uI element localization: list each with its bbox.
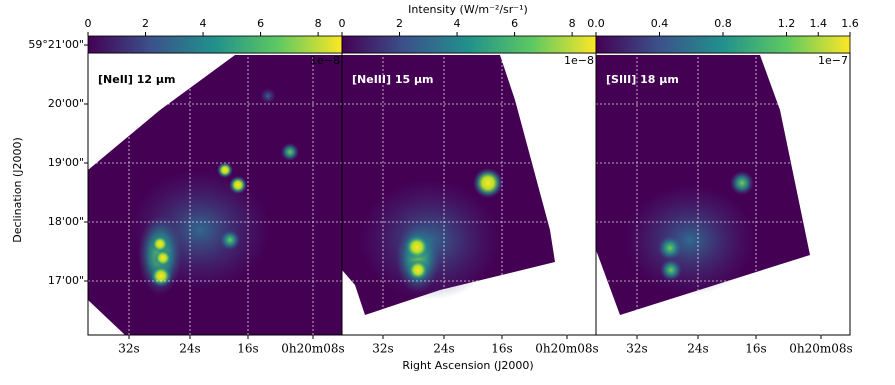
y-tick-label: 59°21'00" <box>28 38 84 51</box>
colorbar-tick-label: 1.4 <box>810 17 828 30</box>
x-tick-label: 32s <box>372 342 393 356</box>
colorbar-tick-label: 8 <box>315 17 322 30</box>
x-tick-label: 0h20m08s <box>535 342 598 356</box>
x-tick-label: 16s <box>491 342 512 356</box>
colorbar-tick-label: 0 <box>339 17 346 30</box>
map-slll <box>596 55 810 315</box>
colorbar-tick-label: 2 <box>396 17 403 30</box>
colorbar <box>341 35 597 54</box>
panel-label: [SIII] 18 μm <box>606 73 679 86</box>
x-tick-label: 24s <box>687 342 708 356</box>
x-tick-label: 16s <box>237 342 258 356</box>
colorbar-tick-label: 6 <box>257 17 264 30</box>
colorbar-offset: 1e−8 <box>564 54 594 67</box>
colorbar-tick-label: 4 <box>200 17 207 30</box>
x-axis-label: Right Ascension (J2000) <box>402 359 533 372</box>
colorbar-offset: 1e−7 <box>818 54 848 67</box>
panel-label: [NeII] 12 μm <box>98 73 175 86</box>
y-axis-label: Declination (J2000) <box>11 137 24 243</box>
colorbar <box>595 35 851 54</box>
x-tick-label: 0h20m08s <box>281 342 344 356</box>
y-tick-label: 18'00" <box>48 215 84 228</box>
colorbar <box>87 35 343 54</box>
map-nell <box>88 55 342 335</box>
x-tick-label: 16s <box>745 342 766 356</box>
colorbar-tick-label: 0 <box>85 17 92 30</box>
colorbar-tick-label: 4 <box>454 17 461 30</box>
x-tick-label: 32s <box>626 342 647 356</box>
panel-label: [NeIII] 15 μm <box>352 73 434 86</box>
colorbar-tick-label: 2 <box>142 17 149 30</box>
colorbar-title: Intensity (W/m⁻²/sr⁻¹) <box>408 3 528 16</box>
colorbar-tick-label: 0.4 <box>651 17 669 30</box>
colorbar-offset: 1e−8 <box>310 54 340 67</box>
colorbar-tick-label: 6 <box>511 17 518 30</box>
x-tick-label: 24s <box>179 342 200 356</box>
colorbar-tick-label: 8 <box>569 17 576 30</box>
x-tick-label: 0h20m08s <box>789 342 852 356</box>
x-tick-label: 32s <box>118 342 139 356</box>
y-tick-label: 20'00" <box>48 97 84 110</box>
colorbar-tick-label: 0.8 <box>714 17 732 30</box>
y-tick-label: 19'00" <box>48 156 84 169</box>
x-tick-label: 24s <box>433 342 454 356</box>
colorbar-tick-label: 1.2 <box>778 17 796 30</box>
colorbar-tick-label: 1.6 <box>841 17 859 30</box>
colorbar-tick-label: 0.0 <box>587 17 605 30</box>
map-nelll <box>342 55 555 315</box>
y-tick-label: 17'00" <box>48 274 84 287</box>
